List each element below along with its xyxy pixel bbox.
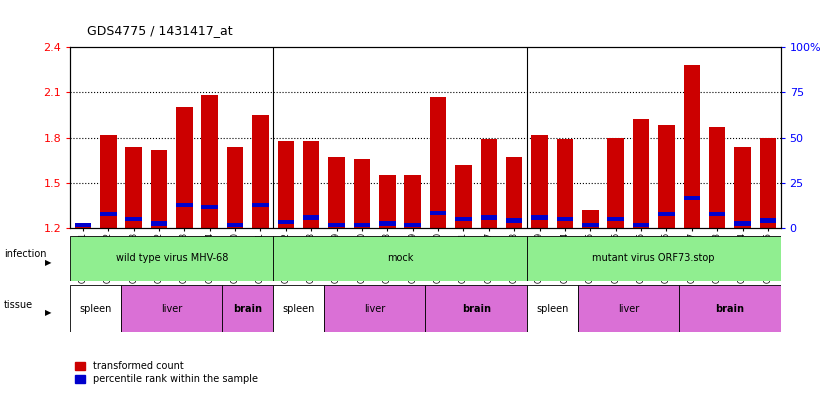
- Bar: [734, 221, 751, 226]
- Bar: [303, 215, 320, 220]
- Bar: [760, 138, 776, 228]
- Bar: [531, 134, 548, 228]
- Bar: [354, 223, 370, 227]
- Bar: [405, 175, 421, 228]
- Text: brain: brain: [462, 303, 491, 314]
- Bar: [709, 212, 725, 217]
- Bar: [633, 223, 649, 227]
- Bar: [684, 196, 700, 200]
- Bar: [658, 212, 675, 217]
- Bar: [709, 127, 725, 228]
- Bar: [227, 223, 244, 227]
- Text: GDS4775 / 1431417_at: GDS4775 / 1431417_at: [87, 24, 232, 37]
- Bar: [273, 236, 527, 281]
- Bar: [100, 134, 116, 228]
- Bar: [684, 65, 700, 228]
- Text: liver: liver: [161, 303, 183, 314]
- Bar: [222, 285, 273, 332]
- Bar: [506, 157, 522, 228]
- Text: liver: liver: [364, 303, 385, 314]
- Bar: [202, 205, 218, 209]
- Bar: [506, 218, 522, 222]
- Legend: transformed count, percentile rank within the sample: transformed count, percentile rank withi…: [75, 361, 258, 384]
- Bar: [126, 217, 142, 221]
- Bar: [430, 97, 446, 228]
- Bar: [278, 220, 294, 224]
- Text: spleen: spleen: [79, 303, 112, 314]
- Bar: [126, 147, 142, 228]
- Bar: [582, 223, 599, 227]
- Bar: [679, 285, 781, 332]
- Bar: [74, 225, 91, 228]
- Bar: [70, 236, 273, 281]
- Bar: [273, 285, 324, 332]
- Text: tissue: tissue: [4, 299, 33, 310]
- Bar: [760, 218, 776, 222]
- Bar: [252, 115, 268, 228]
- Bar: [734, 147, 751, 228]
- Text: wild type virus MHV-68: wild type virus MHV-68: [116, 253, 228, 263]
- Bar: [324, 285, 425, 332]
- Bar: [425, 285, 527, 332]
- Bar: [70, 285, 121, 332]
- Bar: [405, 223, 421, 227]
- Bar: [531, 215, 548, 220]
- Bar: [430, 211, 446, 215]
- Bar: [329, 223, 344, 227]
- Text: mutant virus ORF73.stop: mutant virus ORF73.stop: [592, 253, 715, 263]
- Bar: [527, 285, 577, 332]
- Text: spleen: spleen: [536, 303, 568, 314]
- Bar: [557, 139, 573, 228]
- Bar: [227, 147, 244, 228]
- Bar: [303, 141, 320, 228]
- Bar: [455, 165, 472, 228]
- Bar: [379, 175, 396, 228]
- Bar: [151, 150, 167, 228]
- Bar: [527, 236, 781, 281]
- Text: infection: infection: [4, 250, 46, 259]
- Bar: [658, 125, 675, 228]
- Bar: [151, 221, 167, 226]
- Text: brain: brain: [715, 303, 744, 314]
- Text: liver: liver: [618, 303, 639, 314]
- Bar: [329, 157, 344, 228]
- Bar: [252, 203, 268, 208]
- Bar: [455, 217, 472, 221]
- Text: ▶: ▶: [45, 308, 52, 317]
- Bar: [481, 139, 497, 228]
- Bar: [354, 159, 370, 228]
- Bar: [379, 221, 396, 226]
- Text: brain: brain: [233, 303, 263, 314]
- Bar: [121, 285, 222, 332]
- Bar: [176, 203, 192, 208]
- Bar: [577, 285, 679, 332]
- Bar: [607, 138, 624, 228]
- Bar: [176, 107, 192, 228]
- Bar: [633, 119, 649, 228]
- Bar: [582, 210, 599, 228]
- Bar: [100, 212, 116, 217]
- Bar: [557, 217, 573, 221]
- Bar: [607, 217, 624, 221]
- Bar: [278, 141, 294, 228]
- Text: spleen: spleen: [282, 303, 315, 314]
- Bar: [74, 223, 91, 227]
- Text: mock: mock: [387, 253, 413, 263]
- Bar: [202, 95, 218, 228]
- Text: ▶: ▶: [45, 258, 52, 267]
- Bar: [481, 215, 497, 220]
